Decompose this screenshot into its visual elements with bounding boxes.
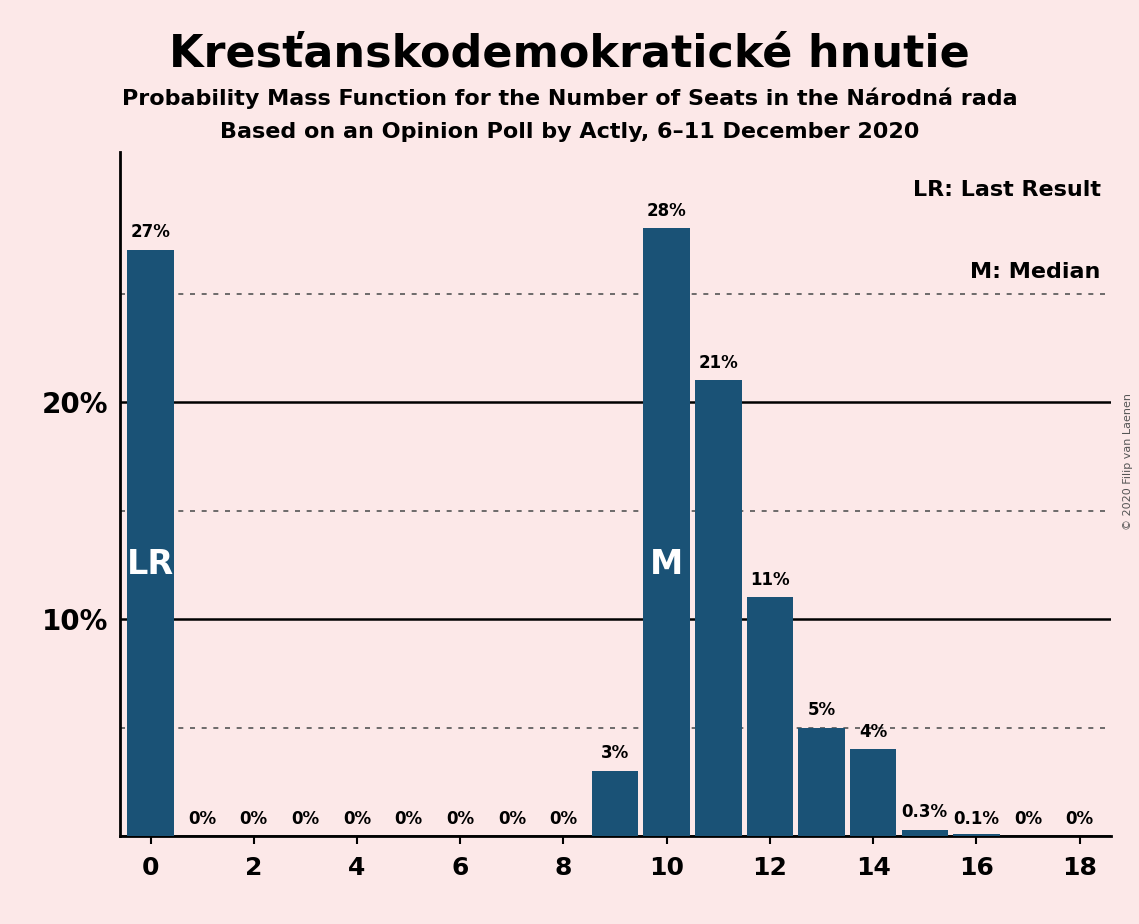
Text: 0%: 0% <box>549 809 577 828</box>
Text: © 2020 Filip van Laenen: © 2020 Filip van Laenen <box>1123 394 1133 530</box>
Text: 0.3%: 0.3% <box>902 803 948 821</box>
Text: Probability Mass Function for the Number of Seats in the Národná rada: Probability Mass Function for the Number… <box>122 88 1017 109</box>
Bar <box>953 834 1000 836</box>
Text: 0%: 0% <box>292 809 319 828</box>
Text: M: Median: M: Median <box>970 261 1100 282</box>
Text: 3%: 3% <box>601 745 629 762</box>
Text: 0%: 0% <box>343 809 371 828</box>
Text: 0.1%: 0.1% <box>953 809 999 828</box>
Text: 4%: 4% <box>859 723 887 741</box>
Text: 0%: 0% <box>239 809 268 828</box>
Bar <box>747 598 793 836</box>
Text: 0%: 0% <box>188 809 216 828</box>
Bar <box>592 772 638 836</box>
Text: 0%: 0% <box>1014 809 1042 828</box>
Text: M: M <box>650 548 683 581</box>
Text: Kresťanskodemokratické hnutie: Kresťanskodemokratické hnutie <box>169 32 970 76</box>
Text: 0%: 0% <box>498 809 526 828</box>
Text: 11%: 11% <box>751 571 789 589</box>
Text: LR: Last Result: LR: Last Result <box>912 180 1100 200</box>
Text: 28%: 28% <box>647 201 687 220</box>
Bar <box>798 728 845 836</box>
Bar <box>850 749 896 836</box>
Text: 0%: 0% <box>1065 809 1093 828</box>
Bar <box>695 381 741 836</box>
Text: 27%: 27% <box>131 224 171 241</box>
Text: LR: LR <box>128 548 174 581</box>
Text: 0%: 0% <box>446 809 474 828</box>
Bar <box>128 250 174 836</box>
Text: 21%: 21% <box>698 354 738 371</box>
Text: 0%: 0% <box>394 809 423 828</box>
Bar <box>901 830 948 836</box>
Text: Based on an Opinion Poll by Actly, 6–11 December 2020: Based on an Opinion Poll by Actly, 6–11 … <box>220 122 919 142</box>
Text: 5%: 5% <box>808 701 836 719</box>
Bar <box>644 228 690 836</box>
